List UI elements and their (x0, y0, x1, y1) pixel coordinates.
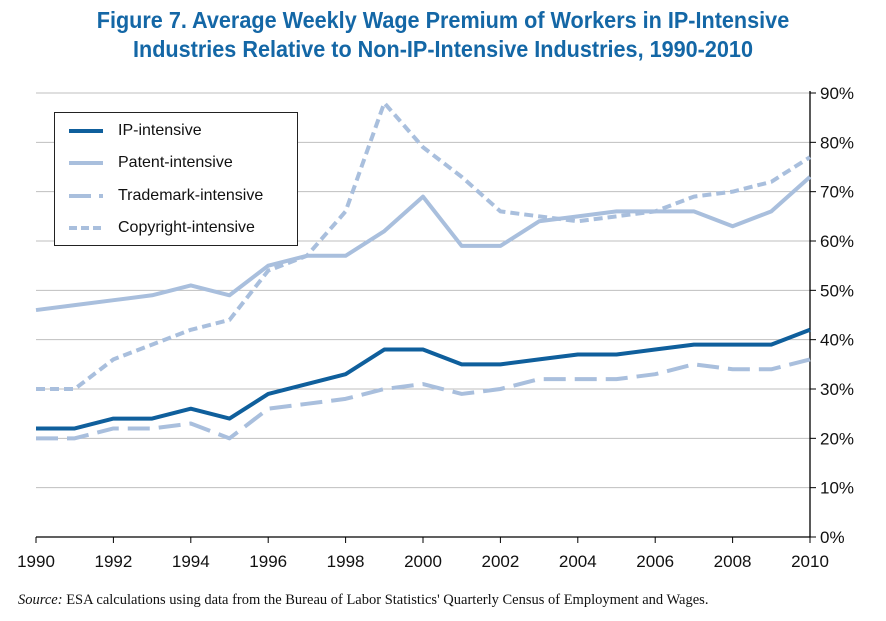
x-tick-label: 1990 (17, 552, 55, 571)
x-tick-label: 2008 (714, 552, 752, 571)
legend-swatch-patent-intensive (69, 161, 103, 165)
x-tick-label: 2002 (481, 552, 519, 571)
chart-title: Figure 7. Average Weekly Wage Premium of… (27, 6, 860, 64)
y-tick-label: 20% (820, 429, 854, 448)
series-lines (35, 100, 812, 441)
legend-item-ip-intensive: IP-intensive (67, 121, 202, 141)
y-tick-label: 60% (820, 232, 854, 251)
x-tick-label: 2010 (791, 552, 829, 571)
tick-labels: 0% 10% 20% 30% 40% 50% 60% 70% 80% 90% 1990 1992 199… (17, 84, 854, 571)
legend-item-trademark-intensive: Trademark-intensive (67, 186, 263, 206)
y-tick-label: 70% (820, 183, 854, 202)
x-tick-label: 2000 (404, 552, 442, 571)
series-line-ip-intensive (36, 327, 811, 431)
x-tick-label: 2006 (636, 552, 674, 571)
x-tick-label: 1992 (94, 552, 132, 571)
legend-label: Copyright-intensive (118, 219, 255, 236)
axes (35, 91, 816, 543)
x-tick-label: 1994 (172, 552, 210, 571)
y-tick-label: 80% (820, 133, 854, 152)
y-tick-label: 50% (820, 281, 854, 300)
source-text: ESA calculations using data from the Bur… (62, 592, 709, 608)
x-tick-label: 1998 (327, 552, 365, 571)
y-tick-label: 0% (820, 528, 845, 547)
series-line-copyright-intensive (36, 100, 812, 391)
legend-swatch-trademark-intensive (69, 194, 103, 198)
legend-swatch-ip-intensive (69, 129, 103, 133)
chart-title-line-2: Industries Relative to Non-IP-Intensive … (133, 36, 753, 62)
y-tick-label: 90% (820, 84, 854, 103)
y-tick-label: 10% (820, 479, 854, 498)
x-tick-label: 2004 (559, 552, 597, 571)
source-note: Source: ESA calculations using data from… (18, 592, 708, 609)
legend-item-patent-intensive: Patent-intensive (67, 153, 233, 173)
y-tick-label: 30% (820, 380, 854, 399)
legend-label: Patent-intensive (118, 154, 233, 171)
y-tick-label: 40% (820, 331, 854, 350)
x-tick-label: 1996 (249, 552, 287, 571)
series-line-trademark-intensive (36, 357, 811, 441)
series-line-patent-intensive (35, 175, 812, 313)
legend-item-copyright-intensive: Copyright-intensive (67, 218, 255, 238)
source-label: Source: (18, 592, 63, 608)
chart-title-line-1: Figure 7. Average Weekly Wage Premium of… (96, 7, 790, 33)
legend-label: Trademark-intensive (118, 187, 264, 204)
legend-swatch-copyright-intensive (69, 226, 103, 230)
legend: IP-intensive Patent-intensive Trademark-… (54, 112, 298, 246)
legend-label: IP-intensive (118, 122, 202, 139)
